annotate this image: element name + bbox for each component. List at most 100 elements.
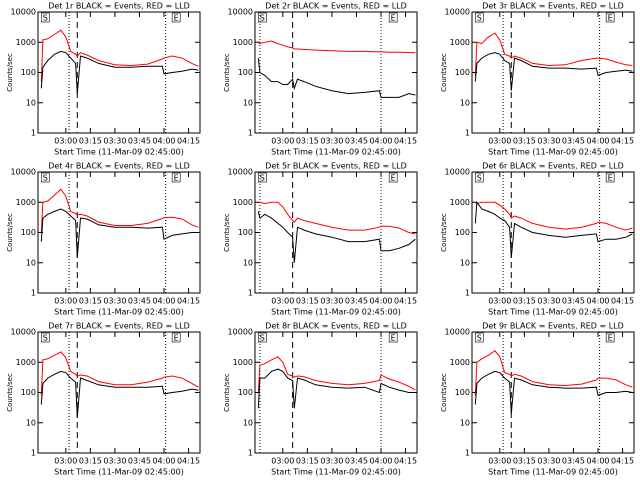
annotation: S (260, 14, 265, 23)
y-axis-label: Counts/sec (6, 373, 14, 412)
x-axis-label: Start Time (11-Mar-09 02:45:00) (488, 308, 618, 317)
y-axis-label: Counts/sec (223, 53, 231, 92)
x-tick-label: 04:15 (394, 297, 417, 306)
x-tick-label: 03:45 (345, 137, 368, 146)
x-tick-label: 03:45 (128, 297, 151, 306)
x-tick-label: 04:00 (152, 457, 175, 466)
y-tick-label: 1000 (16, 38, 36, 47)
y-tick-label: 1000 (233, 38, 253, 47)
x-tick-label: 04:15 (394, 137, 417, 146)
x-axis-label: Start Time (11-Mar-09 02:45:00) (271, 148, 401, 157)
x-axis-label: Start Time (11-Mar-09 02:45:00) (488, 468, 618, 477)
x-tick-label: 03:30 (103, 297, 126, 306)
y-tick-label: 1 (465, 129, 470, 138)
y-tick-label: 10000 (228, 8, 253, 17)
annotation-box (257, 12, 267, 23)
y-tick-label: 10000 (228, 168, 253, 177)
x-tick-label: 03:15 (79, 457, 102, 466)
x-axis-label: Start Time (11-Mar-09 02:45:00) (54, 148, 184, 157)
plot-frame (37, 171, 201, 294)
y-tick-label: 1000 (450, 38, 470, 47)
y-axis-label: Counts/sec (223, 213, 231, 252)
annotation-box (388, 172, 398, 183)
y-tick-label: 1000 (233, 358, 253, 367)
annotation-box (474, 332, 484, 343)
x-tick-label: 03:00 (271, 137, 294, 146)
annotation: E (174, 334, 179, 343)
x-tick-label: 03:15 (79, 137, 102, 146)
x-tick-label: 04:15 (611, 137, 634, 146)
y-axis-label: Counts/sec (440, 213, 448, 252)
x-tick-label: 03:45 (345, 297, 368, 306)
x-tick-label: 03:45 (562, 297, 585, 306)
x-tick-label: 03:00 (488, 297, 511, 306)
annotation-box (171, 12, 181, 23)
y-tick-label: 10 (243, 418, 253, 427)
series-line (474, 370, 633, 414)
series-line (257, 368, 416, 409)
x-tick-label: 04:00 (586, 137, 609, 146)
y-tick-label: 10000 (445, 168, 470, 177)
y-tick-label: 100 (238, 68, 253, 77)
annotation-box (40, 172, 50, 183)
x-tick-label: 03:30 (320, 297, 343, 306)
annotation: E (391, 334, 396, 343)
annotation: S (477, 14, 482, 23)
chart-title: Det 6r BLACK = Events, RED = LLD (482, 162, 624, 171)
y-tick-label: 1 (31, 129, 36, 138)
series-line (40, 370, 199, 418)
y-tick-label: 1000 (16, 198, 36, 207)
y-tick-label: 10000 (11, 328, 36, 337)
x-tick-label: 04:00 (586, 297, 609, 306)
series-line (257, 40, 416, 54)
x-tick-label: 04:00 (152, 297, 175, 306)
x-tick-label: 03:00 (54, 457, 77, 466)
series-line (40, 188, 199, 233)
y-tick-label: 100 (238, 228, 253, 237)
annotation-box (474, 172, 484, 183)
x-tick-label: 04:00 (369, 137, 392, 146)
x-tick-label: 03:00 (271, 297, 294, 306)
y-axis-label: Counts/sec (6, 53, 14, 92)
x-tick-label: 04:15 (177, 297, 200, 306)
chart-title: Det 8r BLACK = Events, RED = LLD (265, 322, 407, 331)
annotation-box (257, 332, 267, 343)
y-tick-label: 100 (21, 68, 36, 77)
y-tick-label: 100 (455, 68, 470, 77)
chart-title: Det 3r BLACK = Events, RED = LLD (482, 2, 624, 11)
chart-title: Det 9r BLACK = Events, RED = LLD (482, 322, 624, 331)
x-tick-label: 03:00 (488, 137, 511, 146)
y-tick-label: 10 (460, 258, 470, 267)
x-tick-label: 03:15 (513, 457, 536, 466)
series-line (40, 50, 199, 94)
x-tick-label: 03:15 (513, 297, 536, 306)
y-tick-label: 10000 (228, 328, 253, 337)
y-tick-label: 1 (465, 289, 470, 298)
x-tick-label: 03:30 (320, 137, 343, 146)
chart-title: Det 1r BLACK = Events, RED = LLD (48, 2, 190, 11)
series-line (474, 350, 633, 396)
annotation: E (174, 14, 179, 23)
x-tick-label: 03:30 (537, 297, 560, 306)
x-tick-label: 03:15 (296, 137, 319, 146)
chart-title: Det 2r BLACK = Events, RED = LLD (265, 2, 407, 11)
y-tick-label: 10 (460, 98, 470, 107)
x-tick-label: 03:45 (128, 457, 151, 466)
y-tick-label: 10 (243, 98, 253, 107)
chart-title: Det 7r BLACK = Events, RED = LLD (48, 322, 190, 331)
series-line (474, 32, 633, 76)
y-tick-label: 1 (248, 129, 253, 138)
x-axis-label: Start Time (11-Mar-09 02:45:00) (488, 148, 618, 157)
annotation: S (260, 174, 265, 183)
series-line (257, 356, 416, 393)
plot-frame (254, 11, 418, 134)
x-tick-label: 03:15 (296, 457, 319, 466)
x-tick-label: 03:00 (271, 457, 294, 466)
x-tick-label: 03:00 (488, 457, 511, 466)
y-axis-label: Counts/sec (6, 213, 14, 252)
x-tick-label: 03:15 (513, 137, 536, 146)
annotation: E (174, 174, 179, 183)
series-line (474, 201, 633, 231)
chart-title: Det 4r BLACK = Events, RED = LLD (48, 162, 190, 171)
series-line (40, 29, 199, 82)
